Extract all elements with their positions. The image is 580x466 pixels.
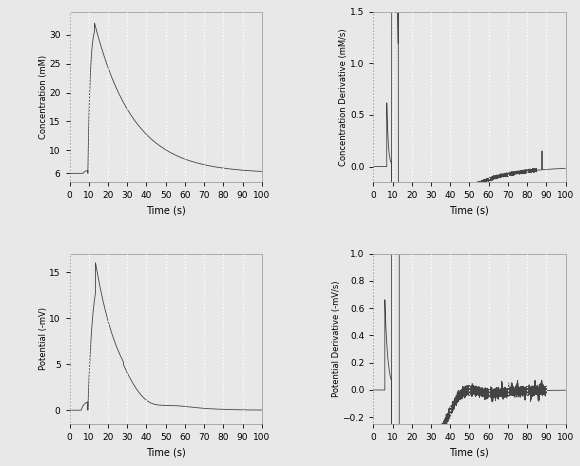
Y-axis label: Potential (-mV): Potential (-mV) [39, 308, 48, 370]
Y-axis label: Concentration Derivative (mM/s): Concentration Derivative (mM/s) [339, 28, 349, 166]
Y-axis label: Concentration (mM): Concentration (mM) [39, 55, 48, 139]
X-axis label: Time (s): Time (s) [450, 206, 490, 216]
X-axis label: Time (s): Time (s) [450, 448, 490, 458]
Y-axis label: Potential Derivative (-mV/s): Potential Derivative (-mV/s) [332, 281, 341, 397]
X-axis label: Time (s): Time (s) [146, 448, 186, 458]
X-axis label: Time (s): Time (s) [146, 206, 186, 216]
